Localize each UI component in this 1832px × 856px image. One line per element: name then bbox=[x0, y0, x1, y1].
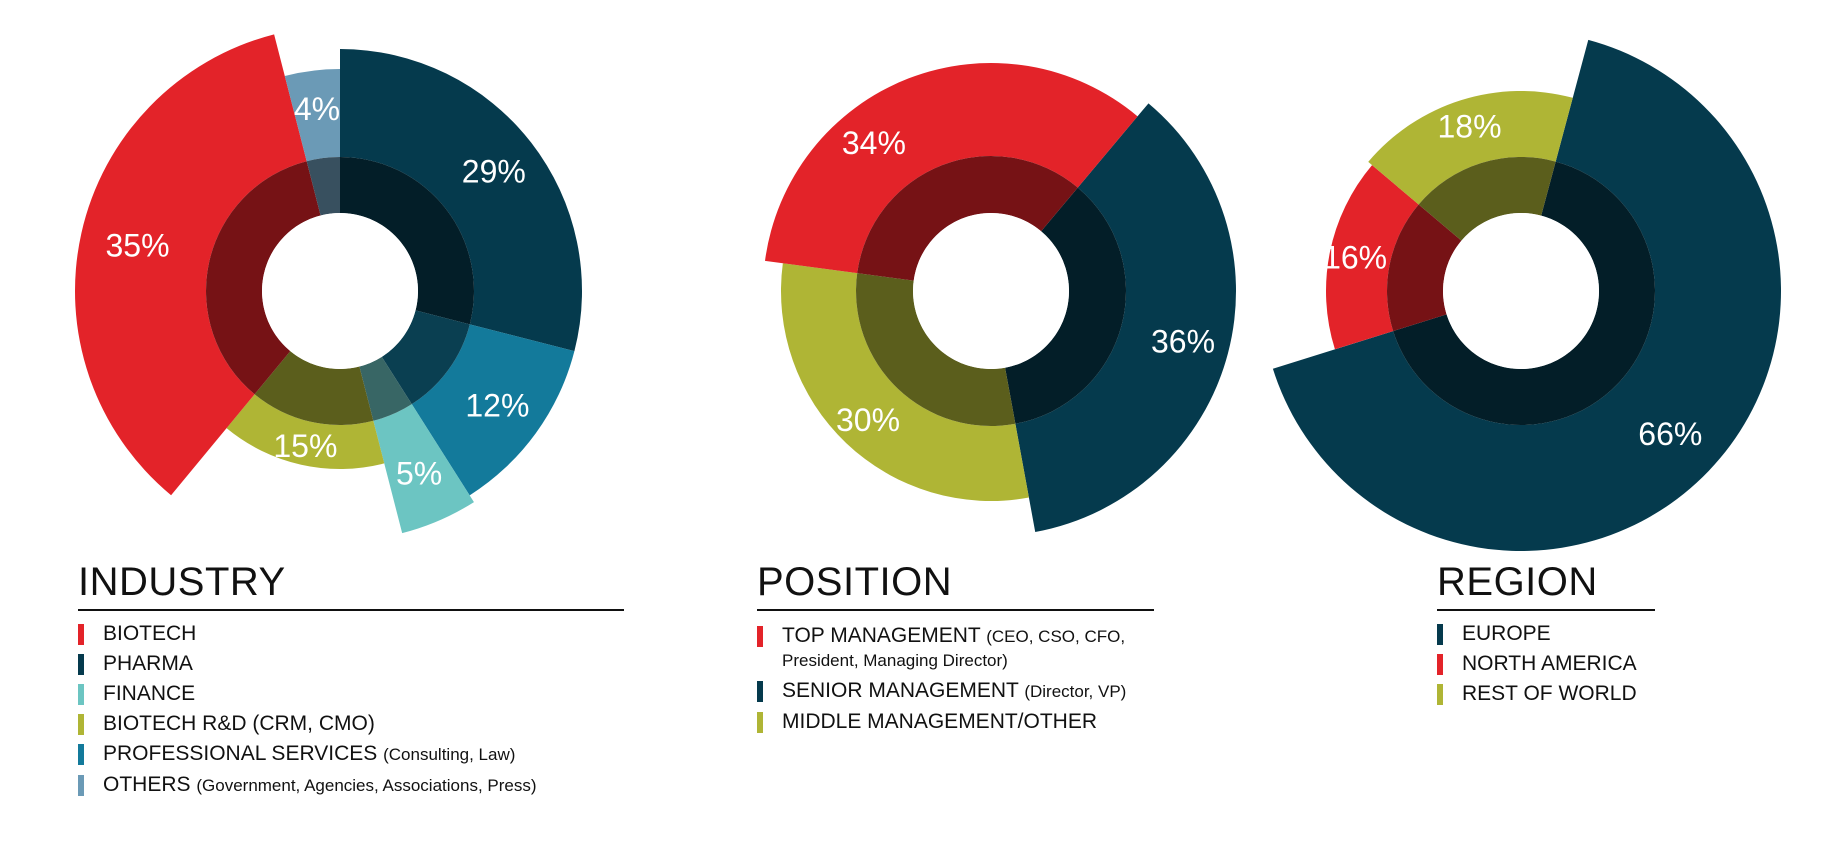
slice-inner-europe bbox=[1393, 161, 1655, 426]
slice-europe bbox=[1272, 39, 1782, 552]
slice-inner-finance bbox=[359, 356, 412, 421]
industry-legend: BIOTECH PHARMA FINANCE BIOTECH R&D (CRM, CM… bbox=[78, 622, 537, 804]
data-label-top: 34% bbox=[842, 125, 906, 161]
legend-label: REST OF WORLD bbox=[1462, 682, 1637, 705]
legend-label: PROFESSIONAL SERVICES bbox=[103, 742, 378, 765]
legend-detail: (CEO, CSO, CFO, bbox=[986, 627, 1126, 646]
data-label-senior: 36% bbox=[1151, 324, 1215, 360]
legend-swatch bbox=[1437, 684, 1443, 705]
industry-title: INDUSTRY bbox=[78, 560, 624, 611]
legend-label: EUROPE bbox=[1462, 622, 1551, 645]
position-chart-block: 36% 30% 34% POSITION TOP MANAGEMENT (CEO, … bbox=[680, 0, 1240, 820]
legend-detail: (Consulting, Law) bbox=[383, 745, 516, 764]
slice-others bbox=[284, 69, 340, 162]
legend-item-row: REST OF WORLD bbox=[1437, 682, 1637, 706]
slice-row bbox=[1368, 90, 1573, 205]
legend-label: BIOTECH bbox=[103, 622, 197, 645]
legend-item-prof: PROFESSIONAL SERVICES (Consulting, Law) bbox=[78, 742, 537, 767]
data-label-rnd: 15% bbox=[273, 428, 337, 464]
legend-swatch bbox=[78, 654, 84, 675]
legend-item-others: OTHERS (Government, Agencies, Associatio… bbox=[78, 773, 537, 798]
legend-detail: (Government, Agencies, Associations, Pre… bbox=[196, 776, 537, 795]
donut-hole bbox=[913, 213, 1069, 369]
data-label-finance: 5% bbox=[396, 456, 442, 492]
donut-hole bbox=[1443, 213, 1599, 369]
slice-middle bbox=[780, 263, 1029, 502]
legend-swatch bbox=[78, 714, 84, 735]
region-pie-chart: 66% 16% 18% bbox=[1272, 39, 1782, 552]
position-legend: TOP MANAGEMENT (CEO, CSO, CFO, President,… bbox=[757, 624, 1126, 740]
legend-swatch bbox=[757, 681, 763, 702]
legend-swatch bbox=[757, 626, 763, 647]
slice-na bbox=[1325, 165, 1419, 350]
slice-inner-pharma bbox=[340, 157, 474, 325]
donut-hole bbox=[262, 213, 418, 369]
legend-label: FINANCE bbox=[103, 682, 196, 705]
slice-inner-na bbox=[1386, 204, 1462, 332]
industry-chart-block: 29% 12% 5% 15% 35% 4% INDUSTRY BIOTECH PHARMA F… bbox=[0, 0, 640, 820]
legend-item-europe: EUROPE bbox=[1437, 622, 1637, 646]
legend-swatch bbox=[78, 744, 84, 765]
legend-item-middle: MIDDLE MANAGEMENT/OTHER bbox=[757, 710, 1126, 734]
region-chart-block: 66% 16% 18% REGION EUROPE NORTH AMERICA REST… bbox=[1272, 0, 1832, 820]
legend-swatch bbox=[1437, 654, 1443, 675]
data-label-biotech: 35% bbox=[105, 228, 169, 264]
legend-item-biotech: BIOTECH bbox=[78, 622, 537, 646]
legend-item-top: TOP MANAGEMENT (CEO, CSO, CFO, President,… bbox=[757, 624, 1126, 673]
slice-inner-senior bbox=[1005, 187, 1127, 424]
legend-swatch bbox=[757, 712, 763, 733]
legend-label: TOP MANAGEMENT bbox=[782, 624, 981, 647]
data-label-others: 4% bbox=[294, 91, 340, 127]
data-label-europe: 66% bbox=[1638, 416, 1702, 452]
legend-label: MIDDLE MANAGEMENT/OTHER bbox=[782, 710, 1098, 733]
data-label-middle: 30% bbox=[836, 402, 900, 438]
slice-inner-prof bbox=[381, 310, 470, 405]
slice-finance bbox=[373, 404, 474, 534]
slice-senior bbox=[1015, 103, 1237, 532]
slice-inner-biotech bbox=[206, 161, 321, 395]
industry-pie-chart: 29% 12% 5% 15% 35% 4% bbox=[74, 34, 583, 534]
slice-inner-rnd bbox=[254, 351, 374, 425]
slice-inner-middle bbox=[856, 273, 1016, 426]
legend-swatch bbox=[78, 624, 84, 645]
region-title: REGION bbox=[1437, 560, 1655, 611]
legend-swatch bbox=[78, 684, 84, 705]
slice-biotech bbox=[74, 34, 307, 496]
region-legend: EUROPE NORTH AMERICA REST OF WORLD bbox=[1437, 622, 1637, 712]
data-label-row: 18% bbox=[1437, 109, 1501, 145]
slice-inner-row bbox=[1418, 157, 1556, 241]
legend-label: NORTH AMERICA bbox=[1462, 652, 1637, 675]
legend-item-na: NORTH AMERICA bbox=[1437, 652, 1637, 676]
legend-detail-line2: President, Managing Director) bbox=[782, 651, 1008, 670]
legend-swatch bbox=[78, 775, 84, 796]
legend-label: BIOTECH R&D (CRM, CMO) bbox=[103, 712, 375, 735]
legend-item-pharma: PHARMA bbox=[78, 652, 537, 676]
slice-inner-others bbox=[306, 157, 340, 216]
position-title: POSITION bbox=[757, 560, 1154, 611]
position-pie-chart: 36% 30% 34% bbox=[765, 62, 1237, 532]
slice-inner-top bbox=[857, 155, 1078, 281]
data-label-pharma: 29% bbox=[462, 154, 526, 190]
data-label-prof: 12% bbox=[465, 387, 529, 423]
legend-label: PHARMA bbox=[103, 652, 193, 675]
legend-item-senior: SENIOR MANAGEMENT (Director, VP) bbox=[757, 679, 1126, 704]
slice-rnd bbox=[226, 394, 385, 470]
legend-swatch bbox=[1437, 624, 1443, 645]
legend-detail: (Director, VP) bbox=[1024, 682, 1127, 701]
data-label-na: 16% bbox=[1323, 240, 1387, 276]
legend-item-rnd: BIOTECH R&D (CRM, CMO) bbox=[78, 712, 537, 736]
slice-top bbox=[765, 62, 1138, 274]
legend-label: SENIOR MANAGEMENT bbox=[782, 679, 1019, 702]
legend-item-finance: FINANCE bbox=[78, 682, 537, 706]
legend-label: OTHERS bbox=[103, 773, 191, 796]
slice-prof bbox=[411, 324, 575, 496]
slice-pharma bbox=[340, 49, 583, 352]
